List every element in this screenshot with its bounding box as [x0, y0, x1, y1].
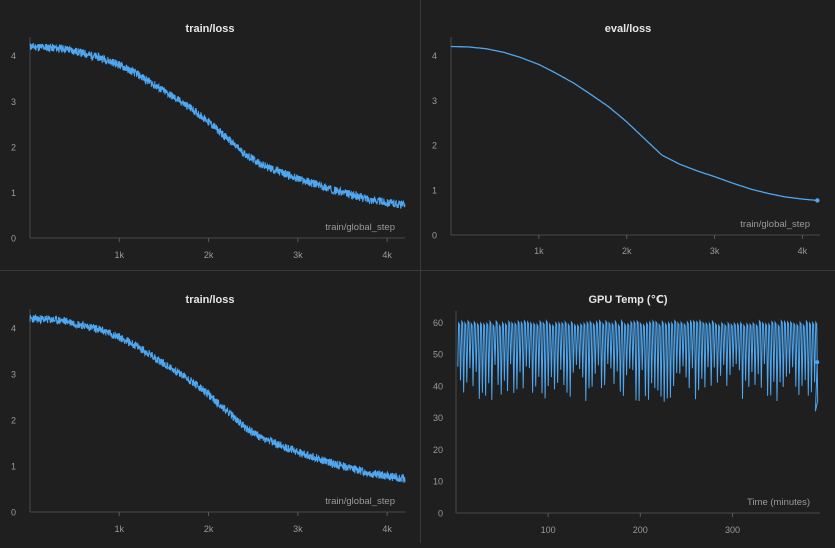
y-tick-label: 4 [432, 51, 437, 61]
x-axis-label: train/global_step [325, 222, 395, 233]
x-tick-label: 2k [204, 250, 214, 260]
y-tick-label: 10 [433, 477, 443, 487]
chart-title: GPU Temp (℃) [588, 294, 667, 306]
vertical-divider [420, 0, 421, 543]
y-tick-label: 0 [11, 508, 16, 518]
gpu-temp-chart[interactable]: GPU Temp (℃) 0 10 20 30 40 50 60 100 200 300 Time (… [421, 271, 835, 543]
x-axis-label: train/global_step [740, 219, 810, 230]
y-tick-label: 2 [11, 415, 16, 425]
y-tick-label: 0 [11, 234, 16, 244]
x-tick-label: 1k [115, 524, 125, 534]
train-loss-chart-bottom[interactable]: train/loss 0 1 2 3 4 1k 2k 3k 4k train/global_step [0, 271, 420, 543]
chart-title: eval/loss [605, 23, 651, 35]
y-tick-label: 1 [432, 186, 437, 196]
x-tick-label: 3k [293, 524, 303, 534]
x-tick-label: 3k [710, 246, 720, 256]
panel-gpu-temp[interactable]: GPU Temp (℃) 0 10 20 30 40 50 60 100 200 300 Time (… [421, 271, 835, 543]
y-tick-label: 60 [433, 318, 443, 328]
horizontal-divider [0, 270, 835, 271]
x-tick-label: 200 [633, 525, 648, 535]
series-line [29, 42, 406, 209]
x-tick-label: 100 [541, 525, 556, 535]
y-tick-label: 30 [433, 413, 443, 423]
train-loss-chart-top[interactable]: train/loss 0 1 2 3 4 1k 2k 3k 4k train/global_step [0, 0, 420, 270]
series-line [457, 319, 819, 412]
x-tick-label: 4k [382, 524, 392, 534]
x-tick-label: 4k [798, 246, 808, 256]
chart-title: train/loss [186, 23, 235, 35]
x-axis-label: train/global_step [325, 496, 395, 507]
y-tick-label: 0 [438, 509, 443, 519]
x-tick-label: 300 [725, 525, 740, 535]
y-tick-label: 40 [433, 381, 443, 391]
y-tick-label: 2 [432, 141, 437, 151]
x-tick-label: 2k [622, 246, 632, 256]
y-tick-label: 2 [11, 142, 16, 152]
x-tick-label: 1k [115, 250, 125, 260]
y-tick-label: 1 [11, 461, 16, 471]
series-end-point [815, 360, 820, 365]
y-tick-label: 3 [11, 97, 16, 107]
series-line [451, 45, 818, 202]
panel-train-loss-bottom[interactable]: train/loss 0 1 2 3 4 1k 2k 3k 4k train/global_step [0, 271, 420, 543]
y-tick-label: 50 [433, 350, 443, 360]
y-tick-label: 20 [433, 445, 443, 455]
x-tick-label: 3k [293, 250, 303, 260]
y-tick-label: 1 [11, 188, 16, 198]
y-tick-label: 4 [11, 323, 16, 333]
x-axis-label: Time (minutes) [747, 497, 810, 508]
panel-eval-loss[interactable]: eval/loss 0 1 2 3 4 1k 2k 3k 4k train/global_step [421, 0, 835, 270]
y-tick-label: 0 [432, 231, 437, 241]
series-line [29, 313, 406, 484]
series-end-point [815, 198, 820, 203]
x-tick-label: 1k [534, 246, 544, 256]
chart-title: train/loss [186, 294, 235, 306]
x-tick-label: 4k [382, 250, 392, 260]
x-tick-label: 2k [204, 524, 214, 534]
y-tick-label: 4 [11, 51, 16, 61]
eval-loss-chart[interactable]: eval/loss 0 1 2 3 4 1k 2k 3k 4k train/global_step [421, 0, 835, 270]
y-tick-label: 3 [432, 96, 437, 106]
panel-train-loss-top[interactable]: train/loss 0 1 2 3 4 1k 2k 3k 4k train/global_step [0, 0, 420, 270]
y-tick-label: 3 [11, 369, 16, 379]
